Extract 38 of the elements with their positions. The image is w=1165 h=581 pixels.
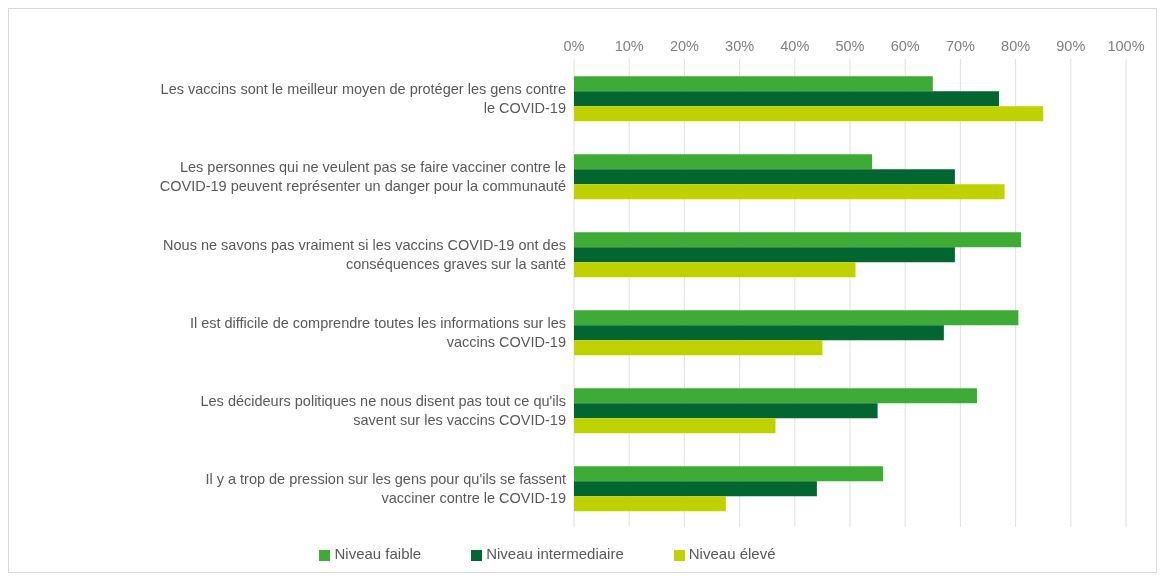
y-tick-label: Il est difficile de comprendre toutes les informations sur les vaccins COVID-19 (189, 314, 566, 350)
bar (574, 418, 776, 434)
bar (574, 481, 817, 497)
bar (574, 91, 1000, 107)
bar (574, 403, 878, 419)
y-tick-label: Les vaccins sont le meilleur moyen de protéger les gens contre le COVID-19 (160, 80, 566, 116)
x-tick-label: 80% (1001, 38, 1031, 54)
x-tick-label: 30% (725, 38, 755, 54)
legend-label: Niveau faible (334, 545, 422, 562)
x-tick-label: 60% (890, 38, 920, 54)
y-tick-label: Les personnes qui ne veulent pas se faire vacciner contre le COVID-19 peuvent représenter un danger pour la communauté (159, 158, 566, 194)
x-tick-label: 10% (614, 38, 644, 54)
x-tick-label: 100% (1107, 38, 1145, 54)
x-tick-label: 70% (945, 38, 976, 54)
y-tick-label: Il y a trop de pression sur les gens pour qu'ils se fassent vacciner contre le COVID-19 (205, 470, 566, 506)
bar (574, 232, 1022, 248)
bar (574, 76, 933, 92)
bar (574, 106, 1044, 122)
bar (574, 388, 977, 404)
bar (574, 340, 823, 356)
bar (574, 154, 873, 170)
x-tick-label: 90% (1056, 38, 1086, 54)
x-tick-label: 50% (835, 38, 865, 54)
x-tick-label: 0% (563, 38, 585, 54)
bar (574, 262, 856, 278)
bar (574, 466, 884, 482)
bar (574, 169, 955, 185)
x-tick-label: 40% (780, 38, 810, 54)
bar (574, 310, 1019, 326)
bar (574, 247, 955, 263)
bar (574, 325, 944, 341)
legend-label: Niveau intermediaire (486, 545, 624, 562)
x-tick-label: 20% (669, 38, 700, 54)
legend-label: Niveau élevé (688, 545, 776, 562)
bar (574, 496, 726, 512)
y-tick-label: Nous ne savons pas vraiment si les vaccins COVID-19 ont des conséquences graves sur la santé (163, 236, 566, 272)
y-tick-label: Les décideurs politiques ne nous disent pas tout ce qu'ils savent sur les vaccins COVID-19 (200, 392, 566, 428)
bar (574, 184, 1005, 200)
